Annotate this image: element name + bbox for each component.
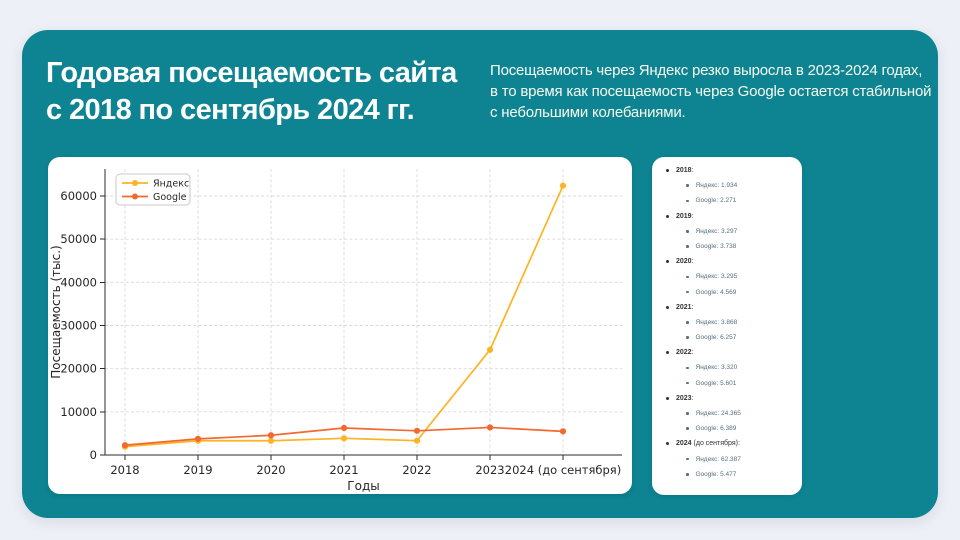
panel-year-row: 2024 (до сентября): xyxy=(666,439,796,448)
title-line-1: Годовая посещаемость сайта xyxy=(46,57,457,89)
panel-year-row: 2021: xyxy=(666,303,796,312)
bullet-icon xyxy=(686,321,689,324)
panel-value-label: Яндекс: 3.868 xyxy=(695,318,738,326)
bullet-icon xyxy=(686,245,689,248)
svg-text:40000: 40000 xyxy=(60,275,97,289)
bullet-icon xyxy=(686,199,689,203)
panel-year-label: 2023: xyxy=(676,394,694,402)
panel-year-row: 2022: xyxy=(666,348,796,357)
panel-value-label: Яндекс: 1.934 xyxy=(695,182,738,190)
bullet-icon xyxy=(666,396,669,400)
panel-value-label: Яндекс: 3.295 xyxy=(695,273,738,281)
panel-year-row: 2018: xyxy=(666,166,796,175)
panel-value-label: Google: 3.738 xyxy=(695,242,737,250)
page-title: Годовая посещаемость сайта с 2018 по сен… xyxy=(46,55,457,129)
panel-value-label: Яндекс: 3.320 xyxy=(695,364,738,372)
bullet-icon xyxy=(686,230,689,233)
panel-year-row: 2020: xyxy=(666,257,796,266)
subtitle-line-2: в то время как посещаемость через Google… xyxy=(490,83,932,100)
panel-year-row: 2019: xyxy=(666,212,796,221)
panel-value-row: Google: 2.271 xyxy=(686,196,796,205)
panel-value-label: Яндекс: 62.387 xyxy=(695,455,741,463)
svg-text:0: 0 xyxy=(90,448,97,462)
bullet-icon xyxy=(686,184,689,187)
bullet-icon xyxy=(686,366,689,370)
bullet-icon xyxy=(686,275,689,279)
bullet-icon xyxy=(666,214,669,218)
series-google xyxy=(121,424,567,449)
bullet-icon xyxy=(666,169,669,172)
svg-text:10000: 10000 xyxy=(60,405,97,419)
bullet-icon xyxy=(686,473,689,476)
bullet-icon xyxy=(666,351,669,355)
bullet-icon xyxy=(666,442,669,446)
svg-text:Яндекс: Яндекс xyxy=(153,179,189,190)
panel-value-label: Google: 5.477 xyxy=(695,470,737,478)
panel-value-label: Google: 6.389 xyxy=(695,425,737,433)
panel-value-label: Яндекс: 3.297 xyxy=(695,227,738,235)
svg-text:Годы: Годы xyxy=(347,479,379,493)
panel-year-label: 2024 (до сентября): xyxy=(676,440,740,448)
svg-text:20000: 20000 xyxy=(60,362,97,376)
panel-year-label: 2019: xyxy=(676,212,694,220)
panel-value-row: Google: 3.738 xyxy=(686,242,796,251)
panel-value-label: Яндекс: 24.365 xyxy=(695,410,741,417)
visits-chart-svg: 0 10000 20000 30000 40000 50000 60000 2018 2019 2… xyxy=(49,169,622,493)
bullet-icon xyxy=(686,427,689,430)
infographic-card: Годовая посещаемость сайта с 2018 по сен… xyxy=(22,30,938,518)
panel-value-row: Google: 6.257 xyxy=(686,333,796,342)
panel-value-row: Яндекс: 3.320 xyxy=(686,363,796,372)
chart-grid xyxy=(105,169,622,455)
data-panel: 2018: Яндекс: 1.934 Google: 2.271 2019: Янде… xyxy=(652,157,802,495)
chart-legend: Яндекс Google xyxy=(115,173,191,206)
subtitle-line-1: Посещаемость через Яндекс резко выросла … xyxy=(490,62,923,79)
panel-value-row: Google: 6.389 xyxy=(686,424,796,433)
panel-value-label: Google: 5.601 xyxy=(695,379,737,387)
panel-year-label: 2021: xyxy=(676,303,694,311)
svg-text:Посещаемость (тыс.): Посещаемость (тыс.) xyxy=(49,245,63,379)
panel-year-row: 2023: xyxy=(666,394,796,403)
data-panel-list: 2018: Яндекс: 1.934 Google: 2.271 2019: Янде… xyxy=(660,166,796,479)
svg-text:2019: 2019 xyxy=(183,463,212,477)
chart-card: 0 10000 20000 30000 40000 50000 60000 2018 2019 2… xyxy=(48,157,632,494)
svg-text:2024 (до сентября): 2024 (до сентября) xyxy=(505,463,621,477)
svg-text:Google: Google xyxy=(153,192,187,203)
panel-value-row: Google: 5.601 xyxy=(686,379,796,388)
subtitle: Посещаемость через Яндекс резко выросла … xyxy=(490,60,936,123)
panel-year-label: 2018: xyxy=(676,167,694,174)
panel-year-label: 2022: xyxy=(676,349,694,357)
bullet-icon xyxy=(686,457,689,461)
chart-axes: 0 10000 20000 30000 40000 50000 60000 2018 2019 2… xyxy=(49,169,622,493)
bullet-icon xyxy=(686,290,689,294)
svg-text:60000: 60000 xyxy=(60,189,97,203)
bullet-icon xyxy=(686,412,689,415)
svg-text:2021: 2021 xyxy=(329,463,358,477)
bullet-icon xyxy=(666,305,669,309)
panel-value-row: Яндекс: 3.295 xyxy=(686,272,796,281)
svg-text:50000: 50000 xyxy=(60,232,97,246)
bullet-icon xyxy=(686,336,689,339)
panel-value-row: Google: 4.569 xyxy=(686,288,796,297)
panel-value-row: Яндекс: 62.387 xyxy=(686,455,796,464)
title-line-2: с 2018 по сентябрь 2024 гг. xyxy=(46,94,415,126)
svg-text:2023: 2023 xyxy=(475,463,504,477)
panel-value-row: Яндекс: 24.365 xyxy=(686,409,796,418)
panel-value-label: Google: 2.271 xyxy=(695,197,737,205)
bullet-icon xyxy=(686,381,689,385)
panel-value-label: Google: 6.257 xyxy=(695,334,737,342)
bullet-icon xyxy=(666,260,669,264)
panel-year-label: 2020: xyxy=(676,258,694,266)
panel-value-row: Яндекс: 1.934 xyxy=(686,181,796,190)
svg-text:30000: 30000 xyxy=(60,319,97,333)
svg-text:2020: 2020 xyxy=(256,463,285,477)
panel-value-row: Яндекс: 3.297 xyxy=(686,227,796,236)
panel-value-row: Яндекс: 3.868 xyxy=(686,318,796,327)
subtitle-line-3: с небольшими колебаниями. xyxy=(490,104,686,121)
svg-text:2018: 2018 xyxy=(110,463,139,477)
panel-value-label: Google: 4.569 xyxy=(695,288,737,296)
svg-text:2022: 2022 xyxy=(402,463,431,477)
panel-value-row: Google: 5.477 xyxy=(686,470,796,479)
